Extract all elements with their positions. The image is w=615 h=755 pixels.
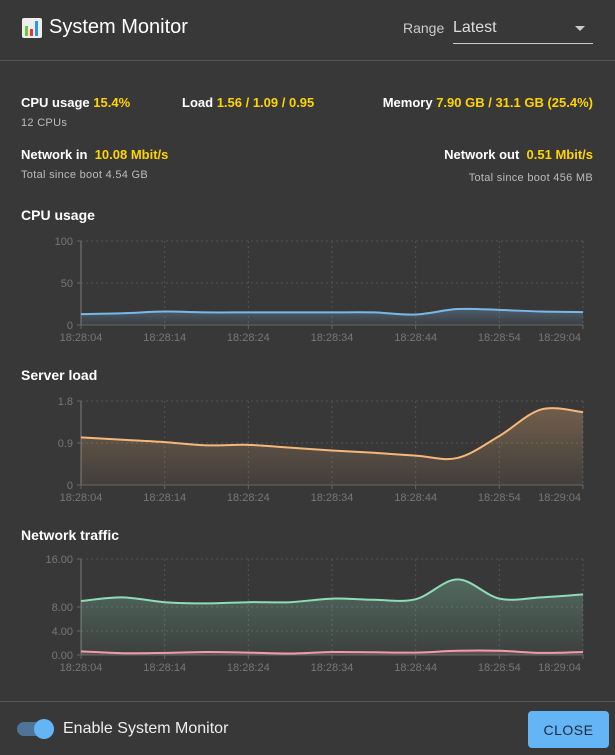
x-tick-label: 18:29:04 [538,492,581,504]
cpu-chart: 100 50 018:28:04 18:28:14 18:28:24 18:28:34 18… [55,236,584,344]
x-tick-label: 18:29:04 [538,662,581,674]
y-tick-label: 0.9 [58,438,73,450]
memory-label: Memory [382,95,433,110]
dialog-title: System Monitor [21,16,188,39]
x-tick-label: 18:28:54 [478,492,521,504]
x-tick-label: 18:28:54 [478,332,521,344]
net-in-stat: Network in 10.08 Mbit/s [21,147,168,162]
net-out-stat: Network out 0.51 Mbit/s [444,147,593,162]
load-chart: 1.8 0.9 018:28:04 18:28:14 18:28:24 18:28:34 1… [58,396,584,504]
y-tick-label: 16.00 [45,554,73,566]
y-tick-label: 50 [61,278,73,290]
net-out-value: 0.51 Mbit/s [526,147,593,162]
x-tick-label: 18:28:14 [143,662,186,674]
series-line [80,649,584,655]
dialog-footer: Enable System Monitor CLOSE [0,701,615,755]
cpu-value: 15.4% [93,95,131,110]
range-select[interactable]: Latest [453,16,593,44]
x-tick-label: 18:28:34 [311,332,354,344]
series-line [80,578,584,605]
series-area [81,408,583,485]
toggle-knob [34,719,54,739]
title-text: System Monitor [49,16,188,38]
x-tick-label: 18:28:04 [60,332,103,344]
x-tick-label: 18:28:24 [227,492,270,504]
chevron-down-icon [575,26,585,31]
series-line [80,407,584,461]
bar-chart-icon [22,17,42,38]
x-tick-label: 18:28:34 [311,492,354,504]
y-tick-label: 0.00 [52,650,73,662]
cpu-label: CPU usage [21,95,90,110]
range-value: Latest [453,19,497,36]
net-in-total: Total since boot 4.54 GB [21,169,149,181]
load-stat: Load 1.56 / 1.09 / 0.95 [182,95,314,110]
x-tick-label: 18:28:24 [227,662,270,674]
x-tick-label: 18:28:24 [227,332,270,344]
cpu-chart-title: CPU usage [21,207,95,223]
series-line [80,307,584,316]
x-tick-label: 18:28:04 [60,662,103,674]
x-tick-label: 18:28:34 [311,662,354,674]
enable-label: Enable System Monitor [63,720,229,737]
load-value: 1.56 / 1.09 / 0.95 [216,95,315,110]
x-tick-label: 18:29:04 [538,332,581,344]
y-tick-label: 100 [55,236,73,248]
x-tick-label: 18:28:14 [143,332,186,344]
x-tick-label: 18:28:44 [394,492,437,504]
cpu-count: 12 CPUs [21,117,68,129]
dialog-header: System Monitor Range Latest [0,0,615,61]
x-tick-label: 18:28:44 [394,662,437,674]
net-out-label: Network out [444,147,520,162]
y-tick-label: 4.00 [52,626,73,638]
y-tick-label: 1.8 [58,396,73,408]
cpu-stat: CPU usage 15.4% [21,95,130,110]
x-tick-label: 18:28:54 [478,662,521,674]
series-area [81,579,583,655]
memory-value: 7.90 GB / 31.1 GB (25.4%) [436,95,593,110]
x-tick-label: 18:28:14 [143,492,186,504]
net-in-label: Network in [21,147,88,162]
close-button[interactable]: CLOSE [528,711,609,748]
load-chart-title: Server load [21,367,98,383]
net-out-total: Total since boot 456 MB [468,172,593,184]
x-tick-label: 18:28:04 [60,492,103,504]
load-label: Load [182,95,214,110]
network-chart-title: Network traffic [21,527,120,543]
enable-toggle[interactable] [17,719,54,739]
range-label: Range [403,20,445,36]
memory-stat: Memory 7.90 GB / 31.1 GB (25.4%) [383,95,593,110]
net-in-value: 10.08 Mbit/s [94,147,169,162]
y-tick-label: 0 [67,480,73,492]
y-tick-label: 0 [67,320,73,332]
x-tick-label: 18:28:44 [394,332,437,344]
y-tick-label: 8.00 [52,602,73,614]
